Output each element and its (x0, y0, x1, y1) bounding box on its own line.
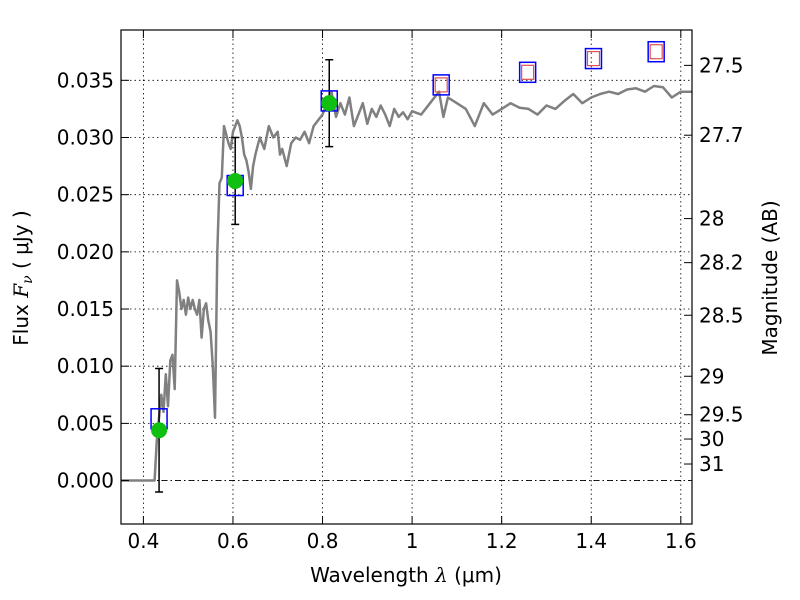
y-label-sub: ν (20, 275, 36, 284)
y-tick-label: 0.000 (57, 469, 114, 493)
spectrum-group (121, 84, 692, 482)
observed-point (151, 422, 168, 439)
x-label-pre: Wavelength (310, 563, 435, 587)
observed-point (227, 172, 244, 189)
y-tick-label: 0.010 (57, 354, 114, 378)
model-square (584, 47, 603, 70)
y2-tick-label: 31 (699, 452, 724, 476)
y2-tick-label: 27.7 (699, 123, 744, 147)
y-tick-label: 0.020 (57, 240, 114, 264)
y-label-post: ( μJy ) (9, 210, 33, 275)
y2-tick-label: 29.5 (699, 403, 744, 427)
x-tick-label: 0.4 (127, 529, 159, 553)
inner-square (434, 77, 448, 93)
x-label-post: (μm) (448, 563, 502, 587)
y-tick-label: 0.025 (57, 183, 114, 207)
plot-frame (120, 29, 693, 525)
y2-tick-label: 28.5 (699, 303, 744, 327)
model-square (647, 40, 665, 63)
x-tick-label: 0.8 (307, 529, 339, 553)
y-tick-label: 0.015 (57, 297, 114, 321)
observed-point (321, 95, 338, 112)
x-tick-label: 0.6 (217, 529, 249, 553)
x-axis-label: Wavelength λ (μm) (310, 563, 502, 587)
y-axis-label: Flux Fν ( μJy ) (9, 210, 36, 345)
y2-tick-label: 30 (699, 427, 724, 451)
y2-tick-label: 27.5 (699, 53, 744, 77)
inner-square (521, 64, 535, 80)
x-tick-label: 1.4 (575, 529, 607, 553)
x-label-symbol: λ (434, 563, 448, 587)
y2-tick-label: 28 (699, 207, 724, 231)
inner-square (649, 44, 663, 60)
x-tick-label: 1.6 (665, 529, 697, 553)
y2-tick-label: 29 (699, 364, 724, 388)
ticks-group: 0.4 0.6 0.8 1 1.2 1.4 1.6 0.000 0.005 0.010 0.015 0… (57, 30, 744, 553)
y-tick-label: 0.035 (57, 68, 114, 92)
y2-axis-label: Magnitude (AB) (758, 200, 782, 355)
x-tick-label: 1.2 (486, 529, 518, 553)
model-square (518, 61, 537, 84)
x-tick-label: 1 (406, 529, 419, 553)
points-group (150, 40, 665, 493)
y-label-symbol: F (9, 283, 33, 299)
model-square (432, 74, 450, 96)
inner-square (586, 50, 601, 67)
spectrum-line (121, 84, 692, 482)
y-label-pre: Flux (9, 298, 33, 346)
y-tick-label: 0.005 (57, 411, 114, 435)
y2-tick-label: 28.2 (699, 251, 744, 275)
y-tick-label: 0.030 (57, 125, 114, 149)
